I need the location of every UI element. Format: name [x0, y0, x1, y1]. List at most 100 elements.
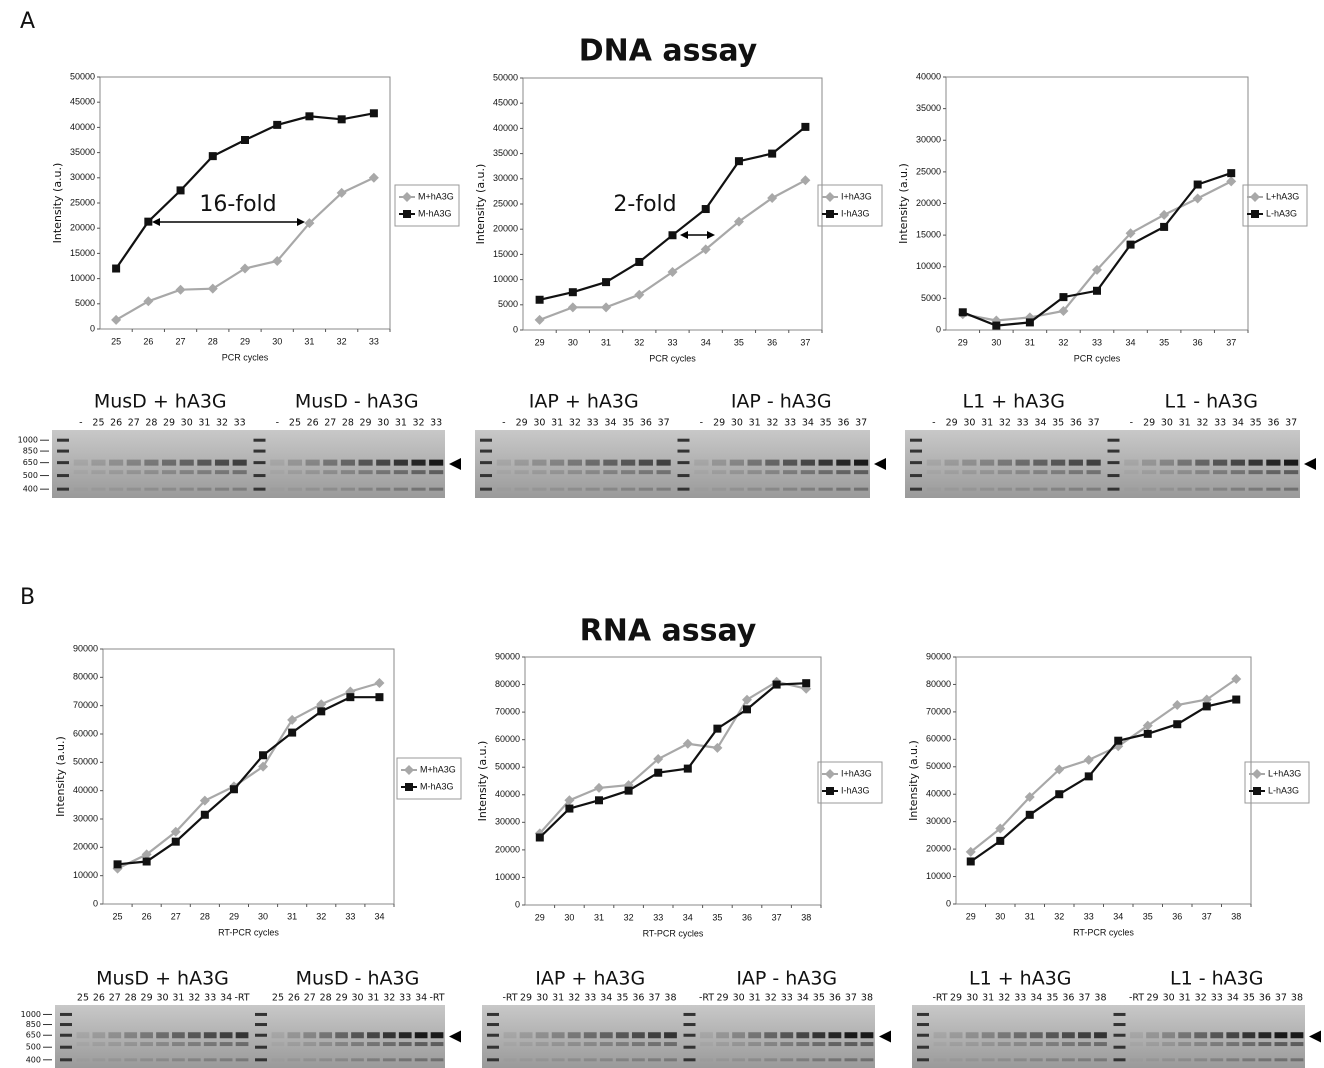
point	[346, 693, 354, 701]
y-tick-label: 70000	[495, 706, 520, 716]
gel-band	[700, 1032, 713, 1038]
gel-band	[497, 460, 511, 466]
gel-band	[323, 470, 337, 474]
y-tick-label: 10000	[493, 274, 518, 284]
series-line	[540, 682, 806, 834]
legend-swatch	[1251, 210, 1259, 218]
gel-band	[730, 460, 744, 466]
point	[654, 769, 662, 777]
gel-band	[812, 1058, 825, 1061]
lane-label: 33	[1017, 418, 1029, 429]
x-tick-label: 31	[594, 912, 604, 922]
gel-band	[91, 460, 105, 466]
gel-band	[1160, 488, 1174, 491]
lane-label: 31	[749, 993, 761, 1004]
annotation: 2-fold	[613, 192, 676, 217]
lane-label: 32	[568, 993, 580, 1004]
gel-band	[552, 1032, 565, 1038]
gel-band	[694, 470, 708, 474]
panel-label: A	[20, 9, 35, 34]
gel-band	[765, 488, 779, 491]
gel-band	[639, 488, 653, 491]
lane-label: 37	[658, 418, 670, 429]
y-tick-label: 30000	[70, 172, 95, 182]
gel-band	[1130, 1058, 1143, 1061]
gel-band	[586, 470, 600, 474]
point	[595, 796, 603, 804]
gel-band	[323, 460, 337, 466]
gel-band	[1087, 460, 1101, 466]
y-tick-label: 50000	[493, 72, 518, 82]
x-tick-label: 31	[1025, 337, 1035, 347]
lane-label: -RT	[502, 993, 517, 1004]
ladder-band	[1114, 1013, 1126, 1016]
gel-band	[732, 1032, 745, 1038]
lane-label: 33	[1214, 418, 1226, 429]
gel-band	[124, 1032, 137, 1038]
ladder-band	[684, 1034, 696, 1037]
gel-band	[383, 1058, 396, 1061]
point	[1203, 702, 1211, 710]
marker-size-label: 650	[23, 458, 38, 467]
gel-band	[845, 1042, 858, 1046]
gel-band	[694, 488, 708, 491]
gel-band	[1030, 1032, 1043, 1038]
lane-label: 29	[336, 993, 348, 1004]
point	[625, 787, 633, 795]
band-arrowhead	[1309, 1031, 1321, 1043]
x-tick-label: 37	[800, 337, 810, 347]
gel-band	[966, 1032, 979, 1038]
gel-band	[93, 1042, 106, 1046]
gel-band	[616, 1042, 629, 1046]
x-tick-label: 33	[1084, 911, 1094, 921]
ladder-band	[1114, 1034, 1126, 1037]
lane-label: 29	[946, 418, 958, 429]
gel-band	[288, 460, 302, 466]
gel-band	[632, 1032, 645, 1038]
y-tick-label: 35000	[493, 148, 518, 158]
gel-title: IAP - hA3G	[736, 968, 837, 990]
gel-band	[600, 1042, 613, 1046]
lane-label: 29	[163, 418, 175, 429]
gel-band	[927, 488, 941, 491]
x-tick-label: 29	[535, 912, 545, 922]
gel-band	[431, 1032, 444, 1038]
point	[208, 284, 218, 294]
ladder-band	[917, 1034, 929, 1037]
gel-band	[270, 488, 284, 491]
x-axis-label: RT-PCR cycles	[643, 928, 704, 938]
x-axis-label: RT-PCR cycles	[218, 927, 279, 937]
ladder-band	[60, 1013, 72, 1016]
x-tick-label: 29	[966, 911, 976, 921]
lane-label: 32	[383, 993, 395, 1004]
lane-label: 33	[1211, 993, 1223, 1004]
gel-band	[550, 470, 564, 474]
gel-band	[1178, 1058, 1191, 1061]
ladder-band	[255, 1058, 267, 1061]
lane-label: 32	[1195, 993, 1207, 1004]
gel-band	[616, 1058, 629, 1061]
y-tick-label: 30000	[916, 135, 941, 145]
ladder-band	[1108, 439, 1120, 442]
point	[1026, 318, 1034, 326]
gel-band	[188, 1058, 201, 1061]
lane-label: 32	[766, 418, 778, 429]
ladder-band	[255, 1046, 267, 1049]
gel-band	[780, 1042, 793, 1046]
gel-band	[1069, 470, 1083, 474]
gel-band	[429, 488, 443, 491]
gel-band	[621, 488, 635, 491]
y-tick-label: 90000	[926, 651, 951, 661]
ladder-band	[678, 474, 690, 477]
gel-band	[272, 1032, 285, 1038]
gel-band	[980, 460, 994, 466]
gel-band	[1046, 1042, 1059, 1046]
point	[1173, 720, 1181, 728]
gel-band	[515, 488, 529, 491]
lane-label: 37	[1285, 418, 1297, 429]
legend-label: M-hA3G	[420, 781, 454, 791]
y-tick-label: 5000	[921, 293, 941, 303]
gel-band	[934, 1042, 947, 1046]
gel-band	[1231, 460, 1245, 466]
gel-band	[1162, 1042, 1175, 1046]
